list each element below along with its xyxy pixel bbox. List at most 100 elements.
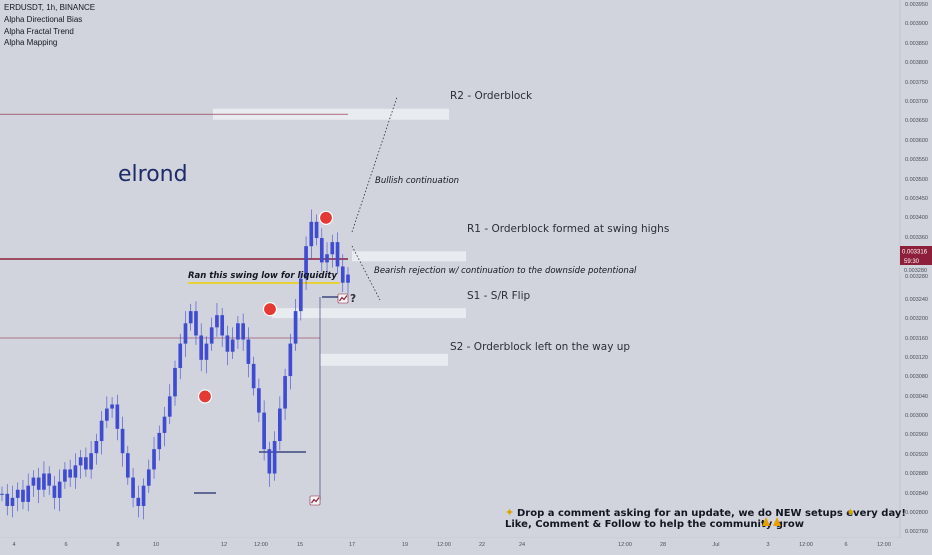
candle-body <box>314 221 319 239</box>
candle-body <box>110 404 114 409</box>
y-tick-label: 0.003950 <box>905 2 928 8</box>
candle-body <box>115 404 120 429</box>
candle-body <box>78 457 83 466</box>
x-tick-label: 4 <box>12 542 15 548</box>
candle-body <box>26 485 31 502</box>
indicator-fractal-trend[interactable]: Alpha Fractal Trend <box>4 27 74 36</box>
candle-body <box>73 465 78 478</box>
candle-body <box>278 408 282 442</box>
svg-text:59:30: 59:30 <box>904 259 920 265</box>
symbol-info[interactable]: ERDUSDT, 1h, BINANCE <box>4 3 96 12</box>
candle-body <box>47 473 52 486</box>
candle-body <box>319 238 324 263</box>
y-tick-label: 0.003120 <box>905 355 928 361</box>
swing-high-marker <box>262 302 278 317</box>
x-tick-label: 10 <box>153 542 159 548</box>
candle-body <box>31 477 36 486</box>
candle-body <box>178 343 183 368</box>
signal-badge-icon <box>309 495 321 506</box>
price-tag: 0.003280 <box>900 265 932 274</box>
y-tick-label: 0.003550 <box>905 157 928 163</box>
y-tick-label: 0.003200 <box>905 316 928 322</box>
zone-s1 <box>272 308 466 319</box>
candle-body <box>199 335 204 360</box>
y-tick-label: 0.003850 <box>905 41 928 47</box>
candle-body <box>346 274 350 283</box>
zones-layer <box>213 108 466 366</box>
candle-body <box>63 469 67 482</box>
signal-badge-icon <box>337 293 349 304</box>
candle-body <box>188 311 193 324</box>
candle-body <box>89 453 93 470</box>
y-tick-label: 0.003240 <box>905 297 928 303</box>
brand-logo: elrond <box>118 162 188 187</box>
candle-body <box>42 473 46 490</box>
candle-body <box>15 489 20 498</box>
y-tick-label: 0.002880 <box>905 471 928 477</box>
x-tick-label: 12:00 <box>618 542 632 548</box>
markers-layer <box>197 210 334 404</box>
y-tick-label: 0.003280 <box>905 274 928 280</box>
candle-body <box>84 457 88 470</box>
y-tick-label: 0.003080 <box>905 374 928 380</box>
price-axis[interactable] <box>900 0 932 550</box>
candle-body <box>0 493 4 495</box>
y-tick-label: 0.002960 <box>905 432 928 438</box>
candle-body <box>152 449 156 470</box>
svg-text:0.003280: 0.003280 <box>904 268 927 274</box>
x-tick-label: 12 <box>221 542 227 548</box>
x-tick-label: 19 <box>402 542 408 548</box>
indicator-directional-bias[interactable]: Alpha Directional Bias <box>4 15 83 24</box>
current-price-tag: 0.003316 <box>900 246 932 256</box>
cta-line-2: Like, Comment & Follow to help the commu… <box>505 519 804 530</box>
zone-s2 <box>320 353 448 366</box>
sparkle-icon: ✦ <box>505 507 514 519</box>
zone-label-s2: S2 - Orderblock left on the way up <box>450 341 630 353</box>
candle-body <box>288 343 293 377</box>
indicator-mapping[interactable]: Alpha Mapping <box>4 38 58 47</box>
candle-body <box>283 376 287 409</box>
y-tick-label: 0.003450 <box>905 196 928 202</box>
candle-body <box>99 420 104 442</box>
candle-body <box>141 485 146 506</box>
candle-body <box>335 242 340 267</box>
candle-body <box>209 327 214 344</box>
liquidity-note: Ran this swing low for liquidity <box>188 271 337 281</box>
candle-body <box>167 396 172 417</box>
x-tick-label: 24 <box>519 542 525 548</box>
levels-layer <box>0 113 348 500</box>
candle-body <box>36 477 41 490</box>
y-tick-label: 0.003700 <box>905 99 928 105</box>
bearish-rejection-note: Bearish rejection w/ continuation to the… <box>374 266 637 276</box>
x-tick-label: 12:00 <box>437 542 451 548</box>
cta-line-1: Drop a comment asking for an update, we … <box>517 508 906 519</box>
candle-body <box>5 493 10 506</box>
candle-body <box>173 367 177 397</box>
y-tick-label: 0.003650 <box>905 118 928 124</box>
time-axis[interactable] <box>0 538 900 550</box>
y-tick-label: 0.003160 <box>905 336 928 342</box>
x-tick-label: Jul <box>712 542 719 548</box>
candle-body <box>304 246 308 279</box>
candle-body <box>262 412 266 450</box>
y-tick-label: 0.003400 <box>905 215 928 221</box>
y-tick-label: 0.003600 <box>905 138 928 144</box>
candle-body <box>293 311 298 344</box>
candle-body <box>120 428 125 454</box>
candle-body <box>136 497 141 506</box>
y-tick-label: 0.002840 <box>905 491 928 497</box>
candle-body <box>325 254 329 263</box>
y-tick-label: 0.003360 <box>905 235 928 241</box>
x-ticks: 4 6 8 10 12 12:00 15 17 19 12:00 22 24 12:00 28 Jul 3 12… <box>12 542 890 548</box>
candle-body <box>183 323 188 344</box>
candle-body <box>57 481 62 498</box>
y-tick-label: 0.003040 <box>905 394 928 400</box>
x-tick-label: 3 <box>766 542 769 548</box>
y-tick-label: 0.002760 <box>905 529 928 535</box>
zone-label-s1: S1 - S/R Flip <box>467 290 531 302</box>
countdown-tag: 59:30 <box>900 256 932 265</box>
bullish-projection-line <box>351 96 398 233</box>
candle-body <box>225 335 230 352</box>
